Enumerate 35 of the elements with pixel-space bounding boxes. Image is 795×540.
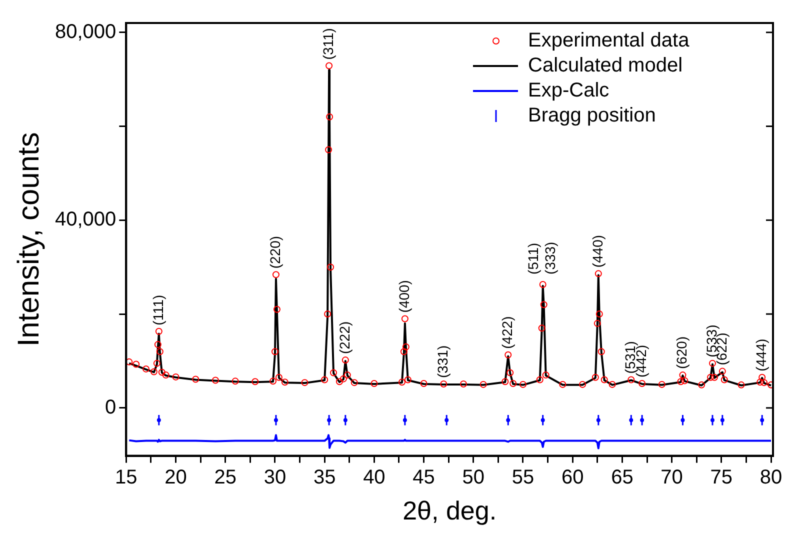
legend-label: Calculated model: [528, 54, 683, 77]
x-tick-label: 70: [660, 466, 683, 488]
annotation: (620): [674, 336, 690, 370]
x-tick-label: 35: [313, 466, 336, 488]
annotation: (111): [150, 294, 166, 326]
y-tick-label: 80,000: [55, 20, 116, 43]
x-tick-label: 60: [561, 466, 584, 488]
annotation: (220): [266, 236, 283, 269]
x-tick-label: 45: [412, 466, 435, 488]
y-tick-label: 40,000: [55, 208, 116, 231]
legend-label: Exp-Calc: [528, 80, 610, 102]
x-tick-label: 15: [115, 466, 138, 488]
annotation: (222): [336, 321, 352, 354]
x-axis-title: 2θ, deg.: [402, 496, 497, 526]
x-tick-label: 80: [760, 466, 782, 488]
x-tick-label: 50: [462, 466, 485, 488]
x-tick-label: 20: [164, 466, 187, 488]
x-tick-label: 65: [611, 466, 634, 488]
annotation: (511): [525, 242, 542, 274]
x-tick-label: 75: [710, 466, 733, 488]
y-axis-title: Intensity, counts: [12, 132, 46, 347]
legend-label: Bragg position: [528, 104, 656, 127]
x-tick-label: 55: [512, 466, 534, 488]
y-tick-label: 0: [105, 396, 116, 418]
annotation: (400): [396, 280, 412, 313]
annotation: (444): [752, 338, 769, 372]
x-tick-label: 30: [264, 466, 286, 488]
annotation: (333): [542, 242, 558, 274]
annotation: (440): [589, 234, 606, 268]
annotation: (311): [320, 28, 336, 60]
annotation: (331): [434, 345, 450, 378]
annotation: (422): [498, 316, 515, 349]
legend-label: Experimental data: [528, 30, 690, 52]
x-tick-label: 25: [214, 466, 237, 488]
x-tick-label: 40: [363, 466, 386, 488]
